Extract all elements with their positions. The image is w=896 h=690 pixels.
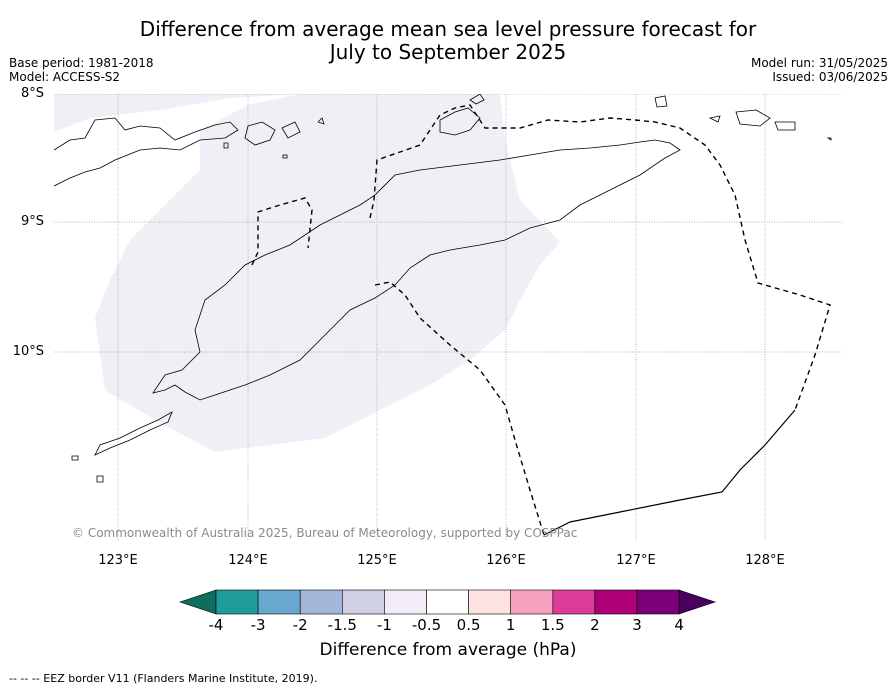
colorbar-segment (594, 589, 638, 615)
colorbar-segment (299, 589, 343, 615)
title-line-1: Difference from average mean sea level p… (139, 17, 757, 41)
colorbar-segment (510, 589, 554, 615)
colorbar-segment (341, 589, 385, 615)
meta-left: Base period: 1981-2018 Model: ACCESS-S2 (9, 56, 154, 84)
colorbar-tick-label: 2 (590, 616, 600, 634)
coast-island-g (654, 95, 668, 108)
lat-label-8s: 8°S (20, 86, 44, 101)
coast-island-l (96, 475, 104, 483)
model-run: Model run: 31/05/2025 (750, 56, 888, 70)
meta-right: Model run: 31/05/2025 Issued: 03/06/2025 (751, 56, 888, 84)
lon-label-128e: 128°E (745, 553, 785, 568)
coast-island-k (826, 137, 832, 141)
colorbar-arrow-left (179, 589, 217, 615)
colorbar-segment (215, 589, 259, 615)
colorbar-tick-label: -3 (250, 616, 266, 634)
colorbar-segment (552, 589, 596, 615)
colorbar-tick-label: -4 (208, 616, 224, 634)
lon-label-123e: 123°E (98, 553, 138, 568)
eez-border (251, 104, 831, 536)
copyright-notice: © Commonwealth of Australia 2025, Bureau… (72, 526, 578, 540)
map-title: Difference from average mean sea level p… (0, 18, 896, 64)
coast-rote (94, 411, 173, 456)
colorbar-segment (468, 589, 512, 615)
colorbar-tick-label: 1.5 (540, 616, 565, 634)
map-area (54, 94, 844, 540)
colorbar-segment (636, 589, 680, 615)
colorbar-tick-label: 1 (505, 616, 516, 634)
coast-island-b (281, 121, 301, 139)
coast-island-c (223, 142, 229, 149)
coast-island-d (282, 154, 288, 159)
lon-label-127e: 127°E (616, 553, 656, 568)
colorbar-segment (257, 589, 301, 615)
issued-date: Issued: 03/06/2025 (772, 70, 888, 84)
coast-island-i (774, 121, 796, 131)
anomaly-region (54, 94, 560, 452)
coast-flores (54, 117, 239, 187)
colorbar-tick-label: 0.5 (456, 616, 481, 634)
footer-legend: -- -- -- EEZ border V11 (Flanders Marine… (9, 672, 318, 685)
colorbar-tick-label: -2 (292, 616, 308, 634)
coast-island-j (708, 115, 721, 123)
coast-island-h (735, 109, 771, 127)
coast-island-e (317, 117, 325, 125)
colorbar-tick-label: 3 (632, 616, 642, 634)
colorbar (179, 589, 717, 615)
model-name: Model: ACCESS-S2 (9, 70, 121, 84)
colorbar-label: Difference from average (hPa) (319, 640, 577, 660)
lon-label-124e: 124°E (228, 553, 268, 568)
colorbar-segment (426, 589, 469, 615)
base-period: Base period: 1981-2018 (9, 56, 154, 70)
lat-label-10s: 10°S (12, 344, 44, 359)
lat-label-9s: 9°S (20, 214, 44, 229)
colorbar-tick-label: -1.5 (327, 616, 357, 634)
colorbar-tick-label: -0.5 (411, 616, 442, 634)
coast-island-f (469, 94, 485, 105)
colorbar-tick-label: -1 (376, 616, 392, 634)
title-line-2: July to September 2025 (329, 40, 567, 64)
gridlines (54, 94, 844, 540)
lon-label-126e: 126°E (486, 553, 526, 568)
coastlines (54, 94, 832, 483)
coast-timor (152, 139, 681, 401)
coast-island-a (244, 121, 276, 146)
eez-border-solid (543, 409, 796, 536)
colorbar-tick-label: 4 (674, 616, 684, 634)
colorbar-segment (384, 589, 427, 615)
lon-label-125e: 125°E (357, 553, 397, 568)
coast-wetar (439, 107, 481, 136)
colorbar-arrow-right (678, 589, 717, 615)
coast-sawu (71, 455, 79, 461)
